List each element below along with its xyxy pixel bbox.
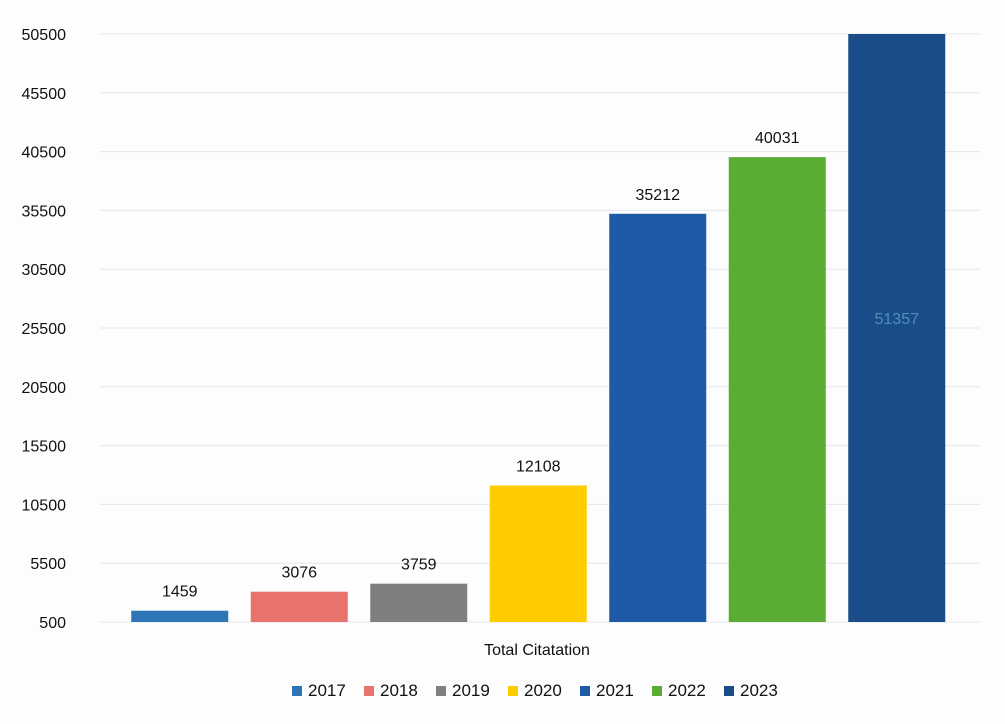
bar-2020 <box>489 485 587 622</box>
legend-swatch-2018 <box>364 686 374 696</box>
data-label-2019: 3759 <box>401 557 437 574</box>
legend-swatch-2023 <box>724 686 734 696</box>
data-label-2022: 40031 <box>755 130 800 147</box>
legend-label-2018: 2018 <box>380 681 418 700</box>
legend-swatch-2021 <box>580 686 590 696</box>
y-tick-label: 500 <box>39 615 66 632</box>
legend-label-2020: 2020 <box>524 681 562 700</box>
y-tick-label: 40500 <box>22 145 67 162</box>
bar-2017 <box>131 610 229 622</box>
data-label-2023: 51357 <box>875 311 920 328</box>
bars <box>131 34 946 623</box>
bar-2023 <box>848 34 946 622</box>
legend-label-2021: 2021 <box>596 681 634 700</box>
bar-2021 <box>609 213 707 623</box>
bar-2019 <box>370 583 468 622</box>
data-labels: 1459 3076 3759 12108 35212 40031 51357 <box>162 130 919 601</box>
y-tick-label: 35500 <box>22 203 67 220</box>
y-tick-label: 45500 <box>22 86 67 103</box>
y-tick-label: 20500 <box>22 380 67 397</box>
bar-2022 <box>728 157 826 623</box>
y-tick-label: 50500 <box>22 27 67 44</box>
legend: 2017 2018 2019 2020 2021 2022 2023 <box>292 681 778 700</box>
data-label-2021: 35212 <box>636 187 681 204</box>
legend-label-2023: 2023 <box>740 681 778 700</box>
data-label-2018: 3076 <box>281 565 317 582</box>
legend-label-2017: 2017 <box>308 681 346 700</box>
gridlines <box>100 33 980 623</box>
y-tick-label: 15500 <box>22 439 67 456</box>
x-axis-title: Total Citatation <box>484 642 590 659</box>
data-label-2020: 12108 <box>516 458 561 475</box>
bar-2018 <box>250 591 348 622</box>
legend-swatch-2020 <box>508 686 518 696</box>
legend-swatch-2017 <box>292 686 302 696</box>
y-tick-label: 5500 <box>30 556 66 573</box>
y-tick-label: 30500 <box>22 262 67 279</box>
y-axis-ticks: 500 5500 10500 15500 20500 25500 30500 35500 405… <box>22 27 67 632</box>
legend-label-2022: 2022 <box>668 681 706 700</box>
y-tick-label: 10500 <box>22 497 67 514</box>
y-tick-label: 25500 <box>22 321 67 338</box>
legend-swatch-2022 <box>652 686 662 696</box>
data-label-2017: 1459 <box>162 584 198 601</box>
legend-label-2019: 2019 <box>452 681 490 700</box>
legend-swatch-2019 <box>436 686 446 696</box>
